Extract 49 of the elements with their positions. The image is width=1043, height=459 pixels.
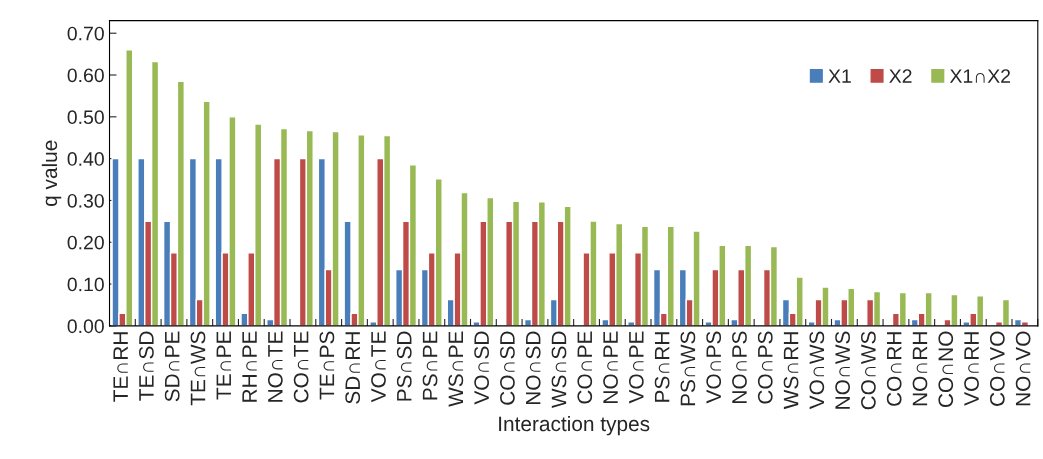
x-tick-label: PS∩PE [422, 331, 438, 400]
x-tick-label: NO∩PS [732, 331, 747, 403]
y-tick-label: 0.20 [67, 235, 104, 250]
x-tick-label: CO∩RH [886, 332, 902, 406]
legend-label: X1∩X2 [949, 69, 1011, 83]
x-tick-label: TE∩WS [190, 331, 206, 406]
x-tick-label: CO∩PS [757, 331, 773, 404]
x-tick-label: NO∩SD [525, 331, 541, 405]
x-tick-label: VO∩RH [964, 332, 979, 406]
x-tick-label: CO∩WS [861, 331, 876, 410]
y-axis-title: q value [41, 140, 62, 206]
x-tick-label: NO∩VO [1015, 331, 1031, 406]
x-tick-label: TE∩PS [319, 331, 335, 400]
x-tick-label: VO∩WS [809, 331, 825, 410]
x-tick-label: TE∩PE [216, 331, 231, 400]
x-tick-label: PS∩SD [396, 331, 412, 401]
x-tick-label: TE∩SD [139, 331, 154, 401]
x-tick-label: NO∩RH [912, 332, 928, 406]
y-tick-label: 0.00 [67, 319, 104, 334]
x-tick-label: NO∩PE [603, 331, 618, 403]
x-tick-label: RH∩PE [242, 331, 257, 402]
x-tick-label: CO∩VO [989, 331, 1005, 406]
legend-label: X1 [828, 69, 851, 83]
y-tick-label: 0.10 [67, 277, 104, 292]
x-tick-label: CO∩PE [577, 331, 593, 404]
y-tick-label: 0.70 [67, 26, 104, 41]
x-tick-label: NO∩TE [267, 331, 283, 402]
x-tick-label: WS∩PE [448, 331, 464, 407]
y-tick-label: 0.50 [67, 110, 104, 125]
x-tick-label: NO∩WS [835, 331, 850, 409]
x-tick-label: CO∩NO [938, 331, 954, 408]
x-tick-label: SD∩RH [345, 332, 361, 404]
x-tick-label: PS∩RH [654, 332, 670, 402]
x-tick-label: VO∩SD [474, 331, 489, 405]
x-tick-label: CO∩SD [500, 331, 515, 405]
y-tick-label: 0.30 [67, 193, 104, 208]
y-tick-label: 0.40 [67, 152, 104, 166]
x-tick-label: WS∩RH [783, 332, 799, 410]
x-tick-label: TE∩RH [113, 332, 128, 402]
x-tick-label: SD∩PE [164, 331, 180, 402]
legend-label: X2 [889, 69, 912, 83]
x-axis-title: Interaction types [499, 415, 650, 436]
x-tick-label: WS∩SD [551, 331, 567, 408]
x-tick-label: VO∩TE [371, 331, 386, 403]
x-tick-label: VO∩PS [706, 331, 722, 404]
y-tick-label: 0.60 [67, 68, 104, 83]
x-tick-label: PS∩WS [680, 331, 696, 406]
x-tick-label: CO∩TE [293, 331, 309, 403]
x-tick-label: VO∩PE [628, 331, 644, 404]
